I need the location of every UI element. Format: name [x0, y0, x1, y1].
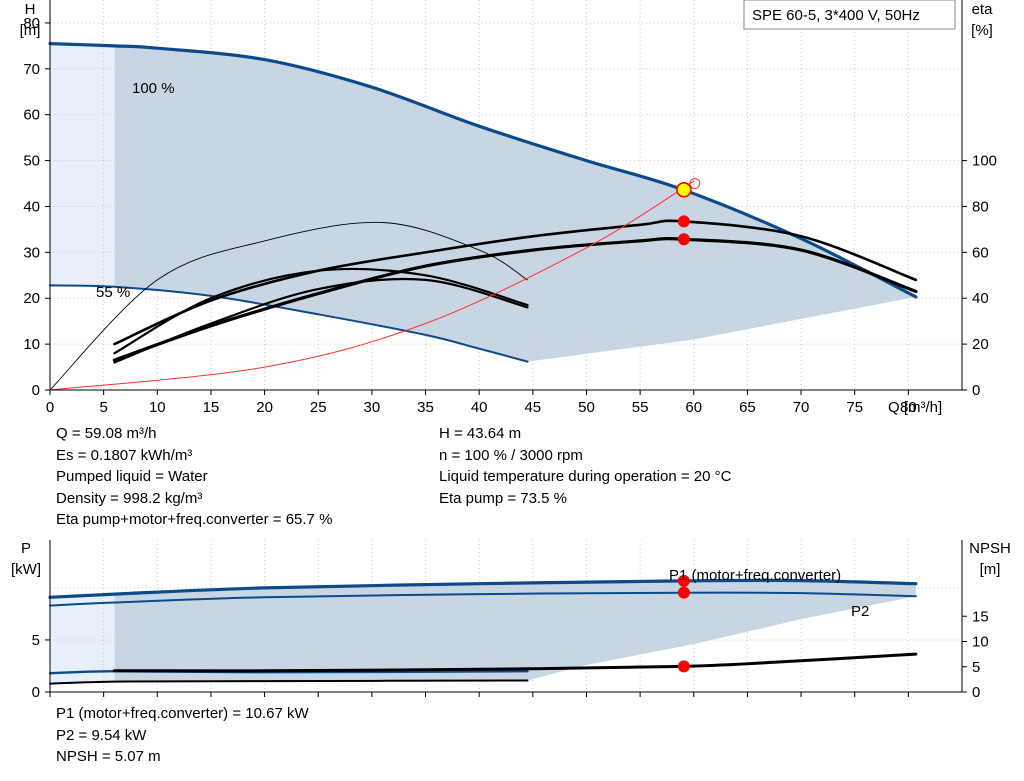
readout-line: P2 = 9.54 kW — [56, 726, 147, 744]
readout-line: Eta pump+motor+freq.converter = 65.7 % — [56, 511, 333, 528]
x-tick-label: 5 — [99, 399, 107, 416]
y-tick-label: 5 — [32, 632, 40, 649]
readout-line: Liquid temperature during operation = 20… — [439, 468, 732, 485]
x-axis-label: Q [m³/h] — [888, 399, 942, 416]
x-tick-label: 0 — [46, 399, 54, 416]
y2-tick-label: 0 — [972, 382, 980, 399]
y2-tick-label: 5 — [972, 659, 980, 676]
power-min-flow-fill — [50, 594, 115, 684]
x-tick-label: 50 — [578, 399, 595, 416]
y2-tick-label: 60 — [972, 244, 989, 261]
y-tick-label: 0 — [32, 684, 40, 701]
x-tick-label: 75 — [846, 399, 863, 416]
power-series-3 — [49, 679, 529, 685]
speed-label-100: 100 % — [132, 80, 175, 97]
min-flow-fill — [50, 43, 115, 287]
y-tick-label: 80 — [23, 15, 40, 32]
p1-series-label: P1 (motor+freq.converter) — [669, 567, 841, 584]
readout-line: NPSH = 5.07 m — [56, 748, 161, 765]
readout-line: H = 43.64 m — [439, 425, 522, 442]
p1-duty-point — [677, 574, 690, 587]
curve-series-1 — [49, 284, 529, 363]
speed-label-55: 55 % — [96, 284, 130, 301]
readout-top-right: H = 43.64 m n = 100 % / 3000 rpm Liquid … — [439, 423, 731, 509]
x-tick-label: 65 — [739, 399, 756, 416]
y2-tick-label: 15 — [972, 608, 989, 625]
y2-axis-unit: [%] — [971, 22, 993, 39]
y-tick-label: 20 — [23, 290, 40, 307]
x-tick-label: 45 — [524, 399, 541, 416]
x-tick-label: 35 — [417, 399, 434, 416]
readout-bottom: P1 (motor+freq.converter) = 10.67 kW P2 … — [56, 703, 309, 768]
readout-line: P1 (motor+freq.converter) = 10.67 kW — [56, 705, 309, 722]
p2-series-label: P2 — [851, 603, 869, 620]
y-axis-label: H — [25, 1, 36, 18]
readout-top-left: Q = 59.08 m³/h Es = 0.1807 kWh/m³ Pumped… — [56, 423, 332, 531]
readout-line: Es = 0.1807 kWh/m³ — [56, 446, 193, 464]
y-axis-unit: [m] — [20, 22, 41, 39]
y2-axis-label: eta — [972, 1, 994, 18]
curve-series-5 — [113, 277, 529, 364]
operating-range-fill — [114, 45, 916, 362]
y-axis-label: P — [21, 540, 31, 557]
y-tick-label: 70 — [23, 61, 40, 78]
head-duty-point — [676, 181, 692, 198]
readout-line: Q = 59.08 m³/h — [56, 425, 157, 442]
curve-series-4 — [113, 267, 529, 355]
y-tick-label: 50 — [23, 153, 40, 170]
y2-axis-label: NPSH — [969, 540, 1011, 557]
y2-tick-label: 10 — [972, 634, 989, 651]
power-series-4 — [112, 652, 918, 673]
x-tick-label: 25 — [310, 399, 327, 416]
y2-tick-label: 40 — [972, 290, 989, 307]
x-tick-label: 55 — [632, 399, 649, 416]
curve-series-3 — [112, 237, 918, 362]
readout-line: Density = 998.2 kg/m³ — [56, 489, 203, 507]
y2-tick-label: 20 — [972, 336, 989, 353]
system-curve-end-marker — [689, 178, 701, 190]
curve-series-0 — [48, 42, 918, 299]
readout-line: Eta pump = 73.5 % — [439, 489, 567, 507]
npsh-duty-point — [677, 660, 690, 673]
y-tick-label: 30 — [23, 244, 40, 261]
y2-tick-label: 100 — [972, 153, 997, 170]
x-tick-label: 80 — [900, 399, 917, 416]
readout-line: n = 100 % / 3000 rpm — [439, 446, 583, 464]
x-tick-label: 40 — [471, 399, 488, 416]
x-tick-label: 15 — [203, 399, 220, 416]
x-tick-label: 60 — [685, 399, 702, 416]
x-tick-label: 70 — [793, 399, 810, 416]
y-tick-label: 0 — [32, 382, 40, 399]
title-box — [743, 0, 956, 30]
eta-pump-duty-point — [677, 215, 690, 228]
y2-axis-unit: [m] — [980, 561, 1001, 578]
readout-line: Pumped liquid = Water — [56, 468, 208, 485]
eta-total-duty-point — [677, 233, 690, 246]
y2-tick-label: 0 — [972, 684, 980, 701]
power-series-0 — [48, 578, 918, 599]
x-tick-label: 30 — [364, 399, 381, 416]
curve-series-7 — [49, 180, 695, 391]
y-axis-unit: [kW] — [11, 561, 41, 578]
y-tick-label: 10 — [23, 336, 40, 353]
chart-title: SPE 60-5, 3*400 V, 50Hz — [752, 7, 920, 24]
y2-tick-label: 80 — [972, 198, 989, 215]
curve-series-6 — [49, 221, 528, 391]
power-range-fill — [114, 580, 916, 682]
y-tick-label: 40 — [23, 198, 40, 215]
x-tick-label: 20 — [256, 399, 273, 416]
y-tick-label: 60 — [23, 107, 40, 124]
p2-duty-point — [677, 586, 690, 599]
curve-series-2 — [113, 219, 918, 346]
power-series-1 — [49, 591, 917, 607]
x-tick-label: 10 — [149, 399, 166, 416]
